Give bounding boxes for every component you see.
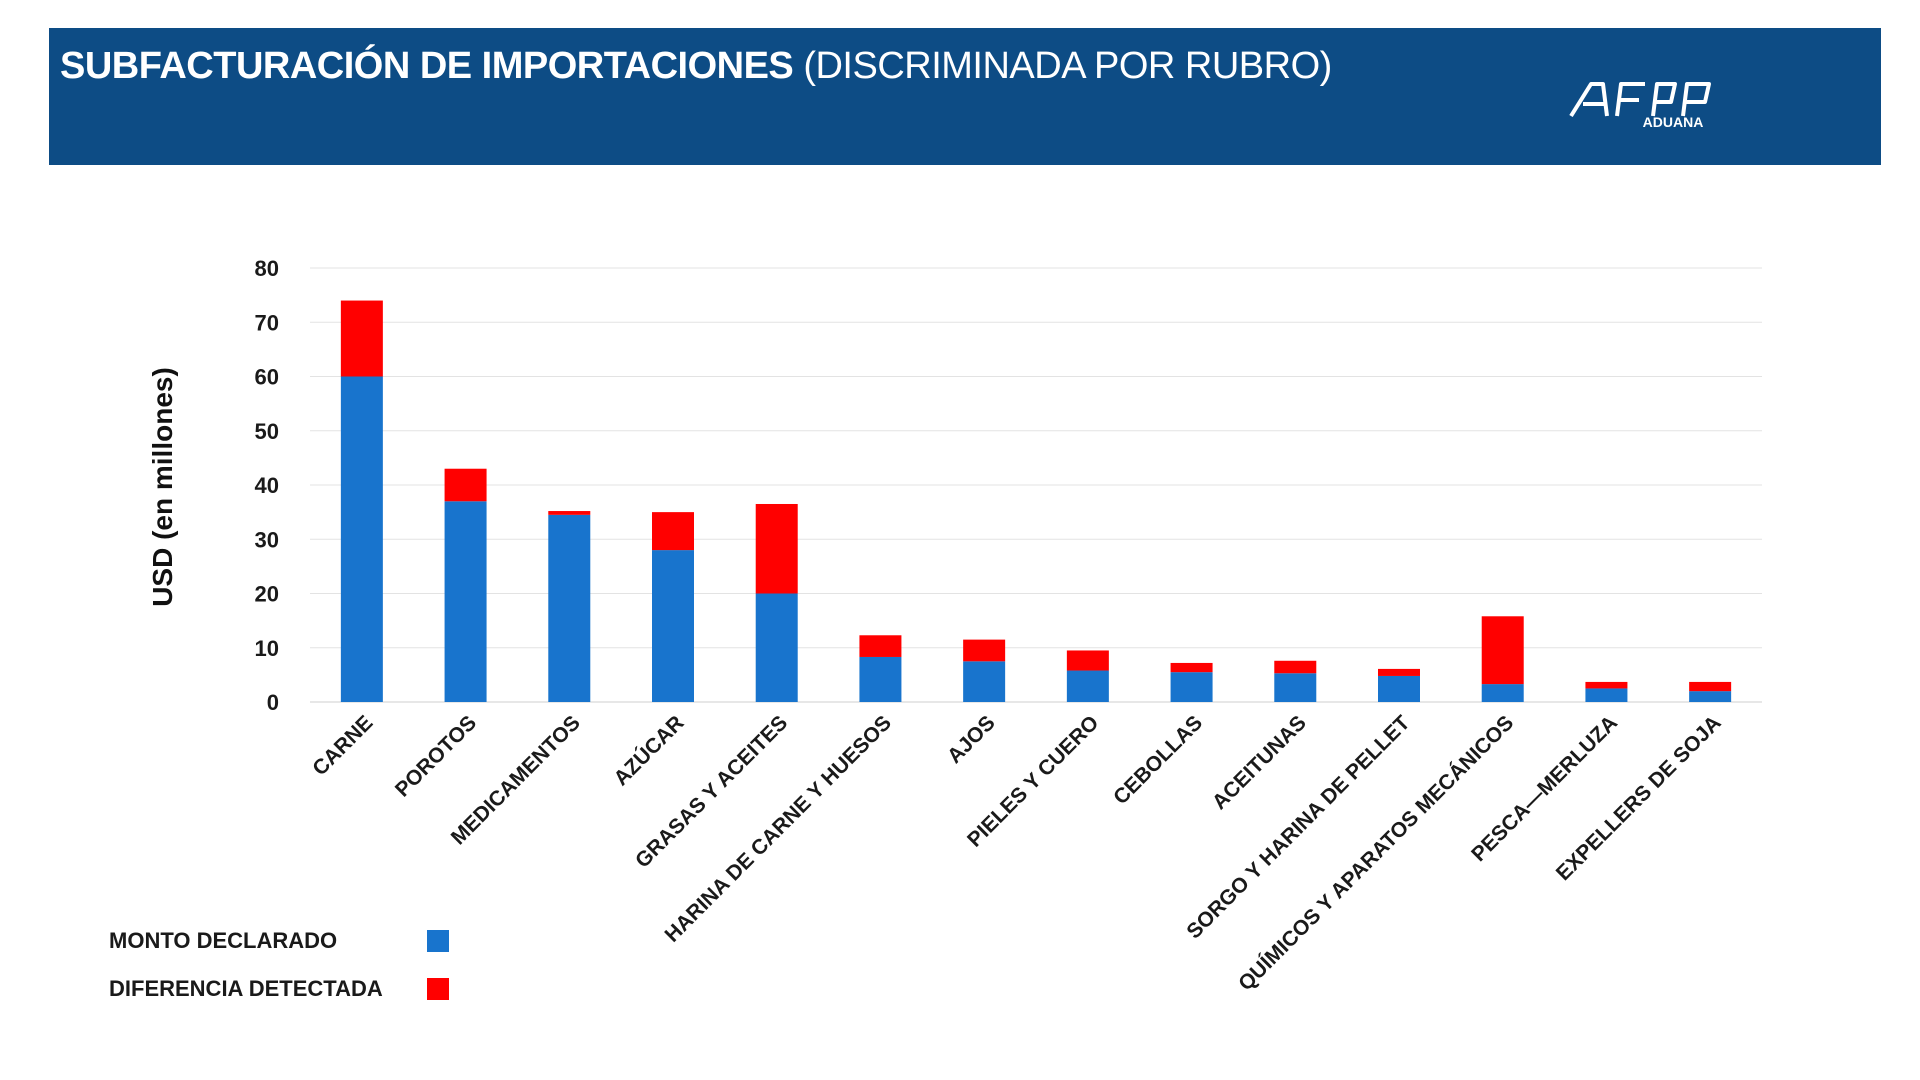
y-tick-label: 50: [255, 419, 279, 444]
bars: [340, 300, 1732, 702]
bar-difference: [1066, 650, 1109, 671]
bar-difference: [859, 635, 902, 657]
bar-declared: [1170, 672, 1213, 702]
y-tick-label: 40: [255, 473, 279, 498]
bar-difference: [1689, 681, 1732, 692]
x-tick-label: POROTOS: [391, 711, 481, 801]
legend-label-declared: MONTO DECLARADO: [109, 928, 338, 953]
x-tick-label: ACEITUNAS: [1208, 711, 1311, 814]
bar-difference: [1274, 660, 1317, 674]
title-bold-text: SUBFACTURACIÓN DE IMPORTACIONES: [60, 45, 794, 87]
bar-difference: [444, 468, 487, 502]
bar-declared: [963, 661, 1006, 702]
page-title: SUBFACTURACIÓN DE IMPORTACIONES (DISCRIM…: [60, 45, 1332, 88]
y-tick-label: 10: [255, 636, 279, 661]
y-axis-label: USD (en millones): [147, 367, 178, 607]
bar-declared: [1274, 673, 1317, 702]
bar-declared: [444, 501, 487, 702]
bar-declared: [548, 514, 591, 702]
bar-difference: [963, 639, 1006, 662]
x-tick-label: CEBOLLAS: [1109, 711, 1207, 809]
afip-logo: ADUANA: [1563, 52, 1743, 132]
title-subtitle-text: (DISCRIMINADA POR RUBRO): [803, 45, 1332, 87]
bar-declared: [1585, 688, 1628, 702]
legend-swatch-declared: [427, 930, 449, 952]
bar-declared: [652, 550, 694, 702]
x-tick-label: AJOS: [943, 711, 1000, 768]
legend-item-difference: DIFERENCIA DETECTADA: [109, 976, 449, 1002]
y-tick-label: 20: [255, 582, 279, 607]
x-tick-label: CARNE: [308, 711, 377, 780]
bar-declared: [859, 656, 902, 702]
bar-difference: [1170, 662, 1213, 673]
bar-difference: [1378, 668, 1420, 676]
bar-difference: [1481, 616, 1524, 685]
bar-declared: [1689, 691, 1732, 702]
bar-difference: [652, 512, 694, 551]
bar-difference: [1585, 681, 1628, 689]
bar-declared: [340, 376, 383, 702]
x-tick-label: EXPELLERS DE SOJA: [1552, 711, 1726, 885]
x-tick-label: SORGO Y HARINA DE PELLET: [1182, 711, 1414, 943]
bar-difference: [548, 511, 591, 515]
grid-lines: [310, 267, 1762, 703]
y-tick-label: 80: [255, 256, 279, 281]
y-tick-label: 0: [267, 690, 279, 715]
logo-subtext: ADUANA: [1643, 114, 1704, 130]
legend-swatch-difference: [427, 978, 449, 1000]
y-axis-ticks: 0 10 20 30 40 50 60 70 80: [255, 256, 279, 715]
x-tick-label: HARINA DE CARNE Y HUESOS: [660, 711, 895, 946]
header-banner: [49, 28, 1881, 165]
bar-declared: [1066, 670, 1109, 702]
y-tick-label: 60: [255, 365, 279, 390]
bar-declared: [1481, 684, 1524, 702]
x-tick-label: AZÚCAR: [609, 711, 689, 791]
afip-logo-icon: ADUANA: [1569, 82, 1711, 130]
bar-difference: [755, 503, 798, 594]
bar-declared: [1378, 675, 1420, 702]
y-tick-label: 70: [255, 310, 279, 335]
y-tick-label: 30: [255, 527, 279, 552]
bar-difference: [340, 300, 383, 377]
legend-item-declared: MONTO DECLARADO: [109, 928, 449, 954]
bar-declared: [755, 593, 798, 702]
legend-label-difference: DIFERENCIA DETECTADA: [109, 976, 383, 1001]
